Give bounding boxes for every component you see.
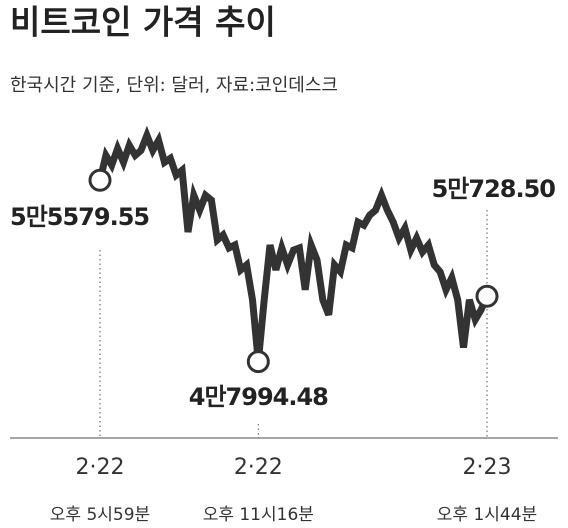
value-label: 5만5579.55	[10, 203, 149, 231]
point-marker	[88, 168, 112, 192]
x-tick-time: 오후 1시44분	[437, 505, 537, 525]
chart-subtitle: 한국시간 기준, 단위: 달러, 자료:코인데스크	[10, 75, 338, 96]
value-label: 4만7994.48	[189, 383, 328, 411]
x-tick-date: 2·22	[76, 455, 125, 480]
x-tick-time: 오후 5시59분	[50, 505, 150, 525]
x-tick-date: 2·23	[463, 455, 512, 480]
point-marker	[246, 350, 270, 374]
chart-title: 비트코인 가격 추이	[10, 3, 276, 42]
point-marker	[475, 284, 499, 308]
x-tick-time: 오후 11시16분	[203, 505, 314, 525]
value-label: 5만728.50	[432, 175, 556, 203]
price-line	[96, 125, 491, 362]
x-tick-date: 2·22	[234, 455, 283, 480]
